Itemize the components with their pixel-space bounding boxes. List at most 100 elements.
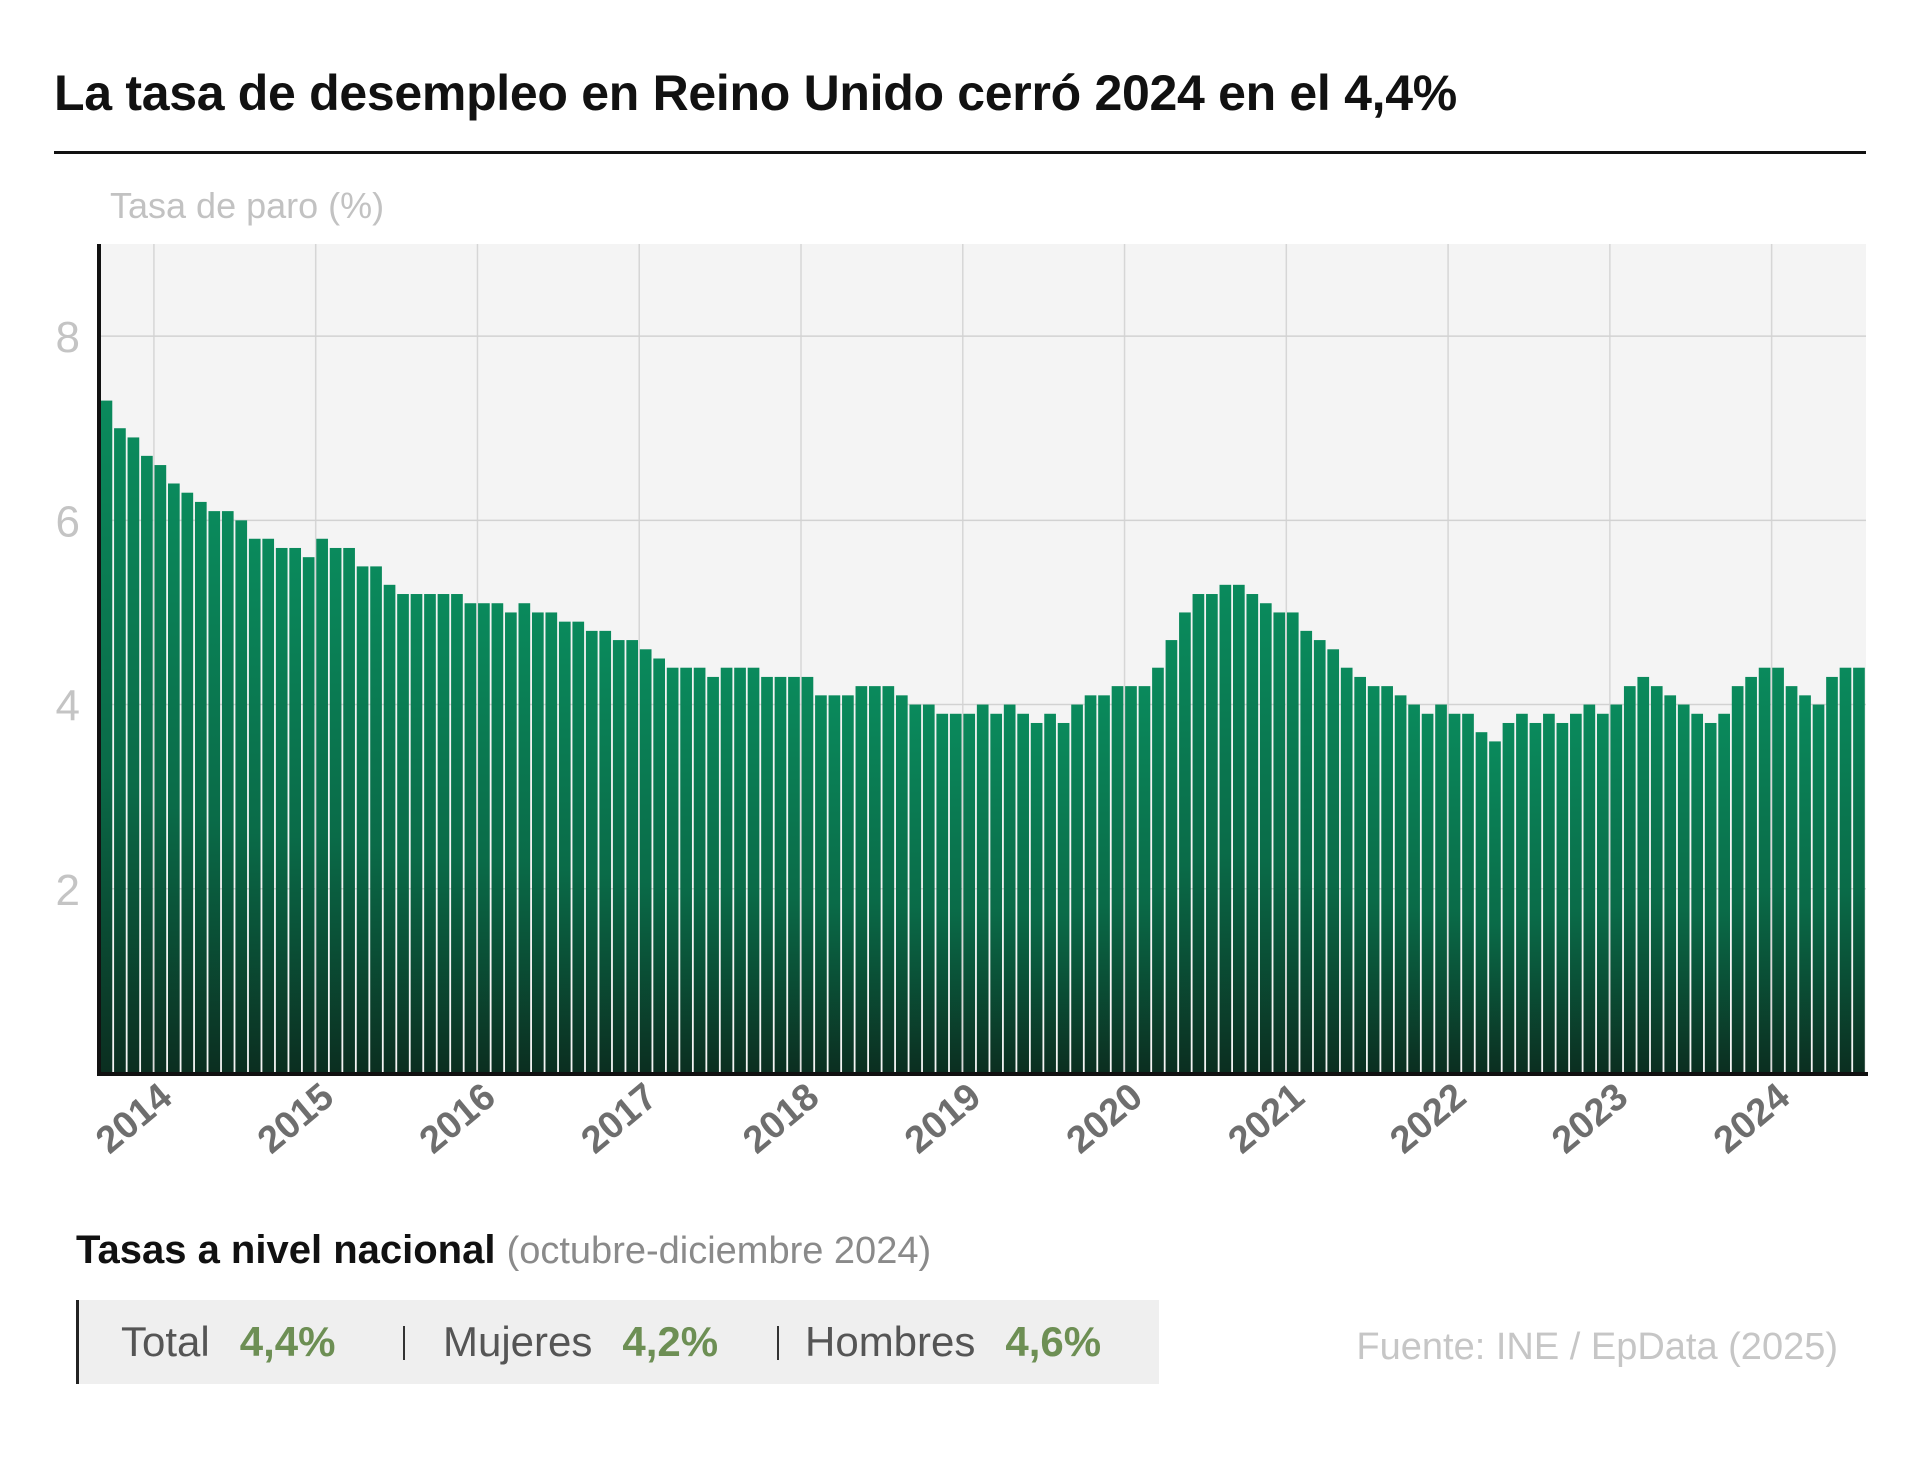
bar bbox=[990, 713, 1003, 1073]
bar bbox=[397, 594, 409, 1073]
bar bbox=[1677, 704, 1690, 1073]
bar bbox=[1570, 713, 1582, 1073]
bar bbox=[1731, 686, 1744, 1073]
stat-total-label: Total bbox=[121, 1318, 210, 1365]
bar bbox=[235, 520, 248, 1073]
bar bbox=[1637, 676, 1650, 1073]
bar bbox=[680, 667, 692, 1073]
bar bbox=[1826, 676, 1838, 1073]
bar bbox=[275, 547, 288, 1073]
stat-separator bbox=[777, 1326, 779, 1360]
bar bbox=[1381, 686, 1393, 1073]
bar bbox=[599, 630, 612, 1073]
bar bbox=[316, 538, 328, 1073]
bar bbox=[1853, 667, 1865, 1073]
x-tick-label: 2022 bbox=[1382, 1076, 1474, 1163]
bar bbox=[1596, 713, 1609, 1073]
bar bbox=[1543, 713, 1555, 1073]
bar bbox=[869, 686, 881, 1073]
bar bbox=[1812, 704, 1825, 1073]
bar bbox=[221, 511, 234, 1074]
bar bbox=[168, 483, 180, 1073]
bar bbox=[1098, 695, 1110, 1073]
bar bbox=[1408, 704, 1420, 1073]
bar bbox=[505, 612, 517, 1073]
bar bbox=[1259, 603, 1272, 1073]
bar bbox=[1138, 686, 1151, 1073]
bar bbox=[451, 594, 463, 1073]
x-tick-label: 2015 bbox=[250, 1076, 342, 1163]
bar bbox=[343, 547, 355, 1073]
bar bbox=[1313, 640, 1326, 1073]
x-tick-label: 2016 bbox=[412, 1076, 504, 1163]
bar bbox=[558, 621, 571, 1073]
bar bbox=[1286, 612, 1299, 1073]
bar bbox=[895, 695, 908, 1073]
stat-women-value: 4,2% bbox=[622, 1318, 719, 1365]
bar bbox=[181, 492, 194, 1073]
stat-total-value: 4,4% bbox=[239, 1318, 336, 1365]
bar bbox=[855, 686, 868, 1073]
bar bbox=[329, 547, 342, 1073]
bar bbox=[1394, 695, 1407, 1073]
x-tick-label: 2017 bbox=[574, 1076, 666, 1163]
national-rates-panel: Total 4,4% Mujeres 4,2% Hombres 4,6% bbox=[76, 1300, 1159, 1384]
bar bbox=[1718, 713, 1730, 1073]
bar bbox=[1057, 722, 1070, 1073]
bar bbox=[949, 713, 962, 1073]
title-divider bbox=[54, 151, 1866, 154]
y-tick-label: 4 bbox=[56, 682, 80, 731]
bar bbox=[545, 612, 558, 1073]
bar bbox=[1071, 704, 1083, 1073]
stat-men-label: Hombres bbox=[805, 1318, 976, 1365]
bar bbox=[100, 400, 113, 1074]
bar bbox=[1367, 686, 1380, 1073]
bar bbox=[842, 695, 854, 1073]
bar bbox=[815, 695, 827, 1073]
bar bbox=[383, 584, 396, 1073]
bar bbox=[1300, 630, 1313, 1073]
bar bbox=[194, 501, 207, 1073]
bar bbox=[464, 603, 477, 1073]
stats-period: (octubre-diciembre 2024) bbox=[506, 1230, 932, 1272]
bar bbox=[208, 511, 221, 1074]
bar bbox=[1516, 713, 1528, 1073]
y-tick-label: 6 bbox=[56, 497, 80, 546]
bar bbox=[1758, 667, 1771, 1073]
bar bbox=[936, 713, 949, 1073]
stat-women-label: Mujeres bbox=[443, 1318, 593, 1365]
bar bbox=[1650, 686, 1663, 1073]
bar bbox=[1206, 594, 1218, 1073]
bar bbox=[248, 538, 261, 1073]
bar bbox=[114, 428, 126, 1073]
bar bbox=[478, 603, 490, 1073]
bar bbox=[1111, 686, 1124, 1073]
x-tick-label: 2018 bbox=[735, 1076, 827, 1163]
bar bbox=[1785, 686, 1798, 1073]
bar bbox=[1623, 686, 1636, 1073]
bar bbox=[626, 640, 639, 1073]
bar bbox=[747, 667, 760, 1073]
bar bbox=[1192, 594, 1205, 1073]
bar bbox=[909, 704, 922, 1073]
bar bbox=[963, 713, 976, 1073]
stat-total: Total 4,4% bbox=[121, 1300, 335, 1384]
bar bbox=[410, 594, 423, 1073]
x-tick-label: 2021 bbox=[1221, 1076, 1313, 1163]
bar bbox=[1421, 713, 1434, 1073]
bar bbox=[302, 557, 315, 1073]
bar bbox=[653, 658, 665, 1073]
bar bbox=[1327, 649, 1340, 1073]
y-tick-label: 2 bbox=[56, 866, 80, 915]
bar bbox=[801, 676, 814, 1073]
bar bbox=[424, 594, 436, 1073]
stat-men-value: 4,6% bbox=[1005, 1318, 1102, 1365]
bar bbox=[1179, 612, 1191, 1073]
chart-title: La tasa de desempleo en Reino Unido cerr… bbox=[54, 65, 1457, 121]
bar bbox=[437, 594, 450, 1073]
bar bbox=[639, 649, 652, 1073]
x-tick-label: 2023 bbox=[1544, 1076, 1636, 1163]
bar bbox=[720, 667, 733, 1073]
bar bbox=[1583, 704, 1596, 1073]
x-tick-label: 2024 bbox=[1706, 1076, 1798, 1163]
